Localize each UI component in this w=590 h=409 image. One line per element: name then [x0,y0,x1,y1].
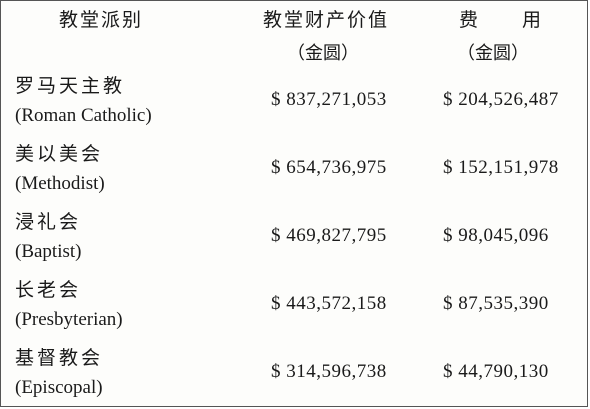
table-row: 美以美会 (Methodist) $ 654,736,975 $ 152,151… [1,137,589,205]
property-value: $ 469,827,795 [271,225,387,246]
denomination-english: (Methodist) [15,173,105,194]
property-value: $ 837,271,053 [271,89,387,110]
header-denomination: 教堂派别 [59,9,144,31]
denomination-english: (Roman Catholic) [15,105,152,126]
table-row: 罗马天主教 (Roman Catholic) $ 837,271,053 $ 2… [1,69,589,137]
denomination-chinese: 美以美会 [15,143,104,165]
expense-value: $ 98,045,096 [443,225,549,246]
header-expenses: 费 用 [459,9,544,31]
denomination-chinese: 长老会 [15,279,82,301]
denomination-english: (Presbyterian) [15,309,123,330]
header-property-value: 教堂财产价值 [263,9,390,31]
expense-value: $ 152,151,978 [443,157,559,178]
denomination-english: (Episcopal) [15,377,103,398]
denomination-english: (Baptist) [15,241,82,262]
table-row: 浸礼会 (Baptist) $ 469,827,795 $ 98,045,096 [1,205,589,273]
table-row: 长老会 (Presbyterian) $ 443,572,158 $ 87,53… [1,273,589,341]
header-expenses-unit: （金圆） [457,43,529,64]
property-value: $ 314,596,738 [271,361,387,382]
expense-value: $ 87,535,390 [443,293,549,314]
header-property-unit: （金圆） [287,43,359,64]
denomination-chinese: 罗马天主教 [15,75,126,97]
table-row: 基督教会 (Episcopal) $ 314,596,738 $ 44,790,… [1,341,589,409]
property-value: $ 443,572,158 [271,293,387,314]
expense-value: $ 44,790,130 [443,361,549,382]
expense-value: $ 204,526,487 [443,89,559,110]
denomination-chinese: 基督教会 [15,347,104,369]
denomination-chinese: 浸礼会 [15,211,82,233]
property-value: $ 654,736,975 [271,157,387,178]
